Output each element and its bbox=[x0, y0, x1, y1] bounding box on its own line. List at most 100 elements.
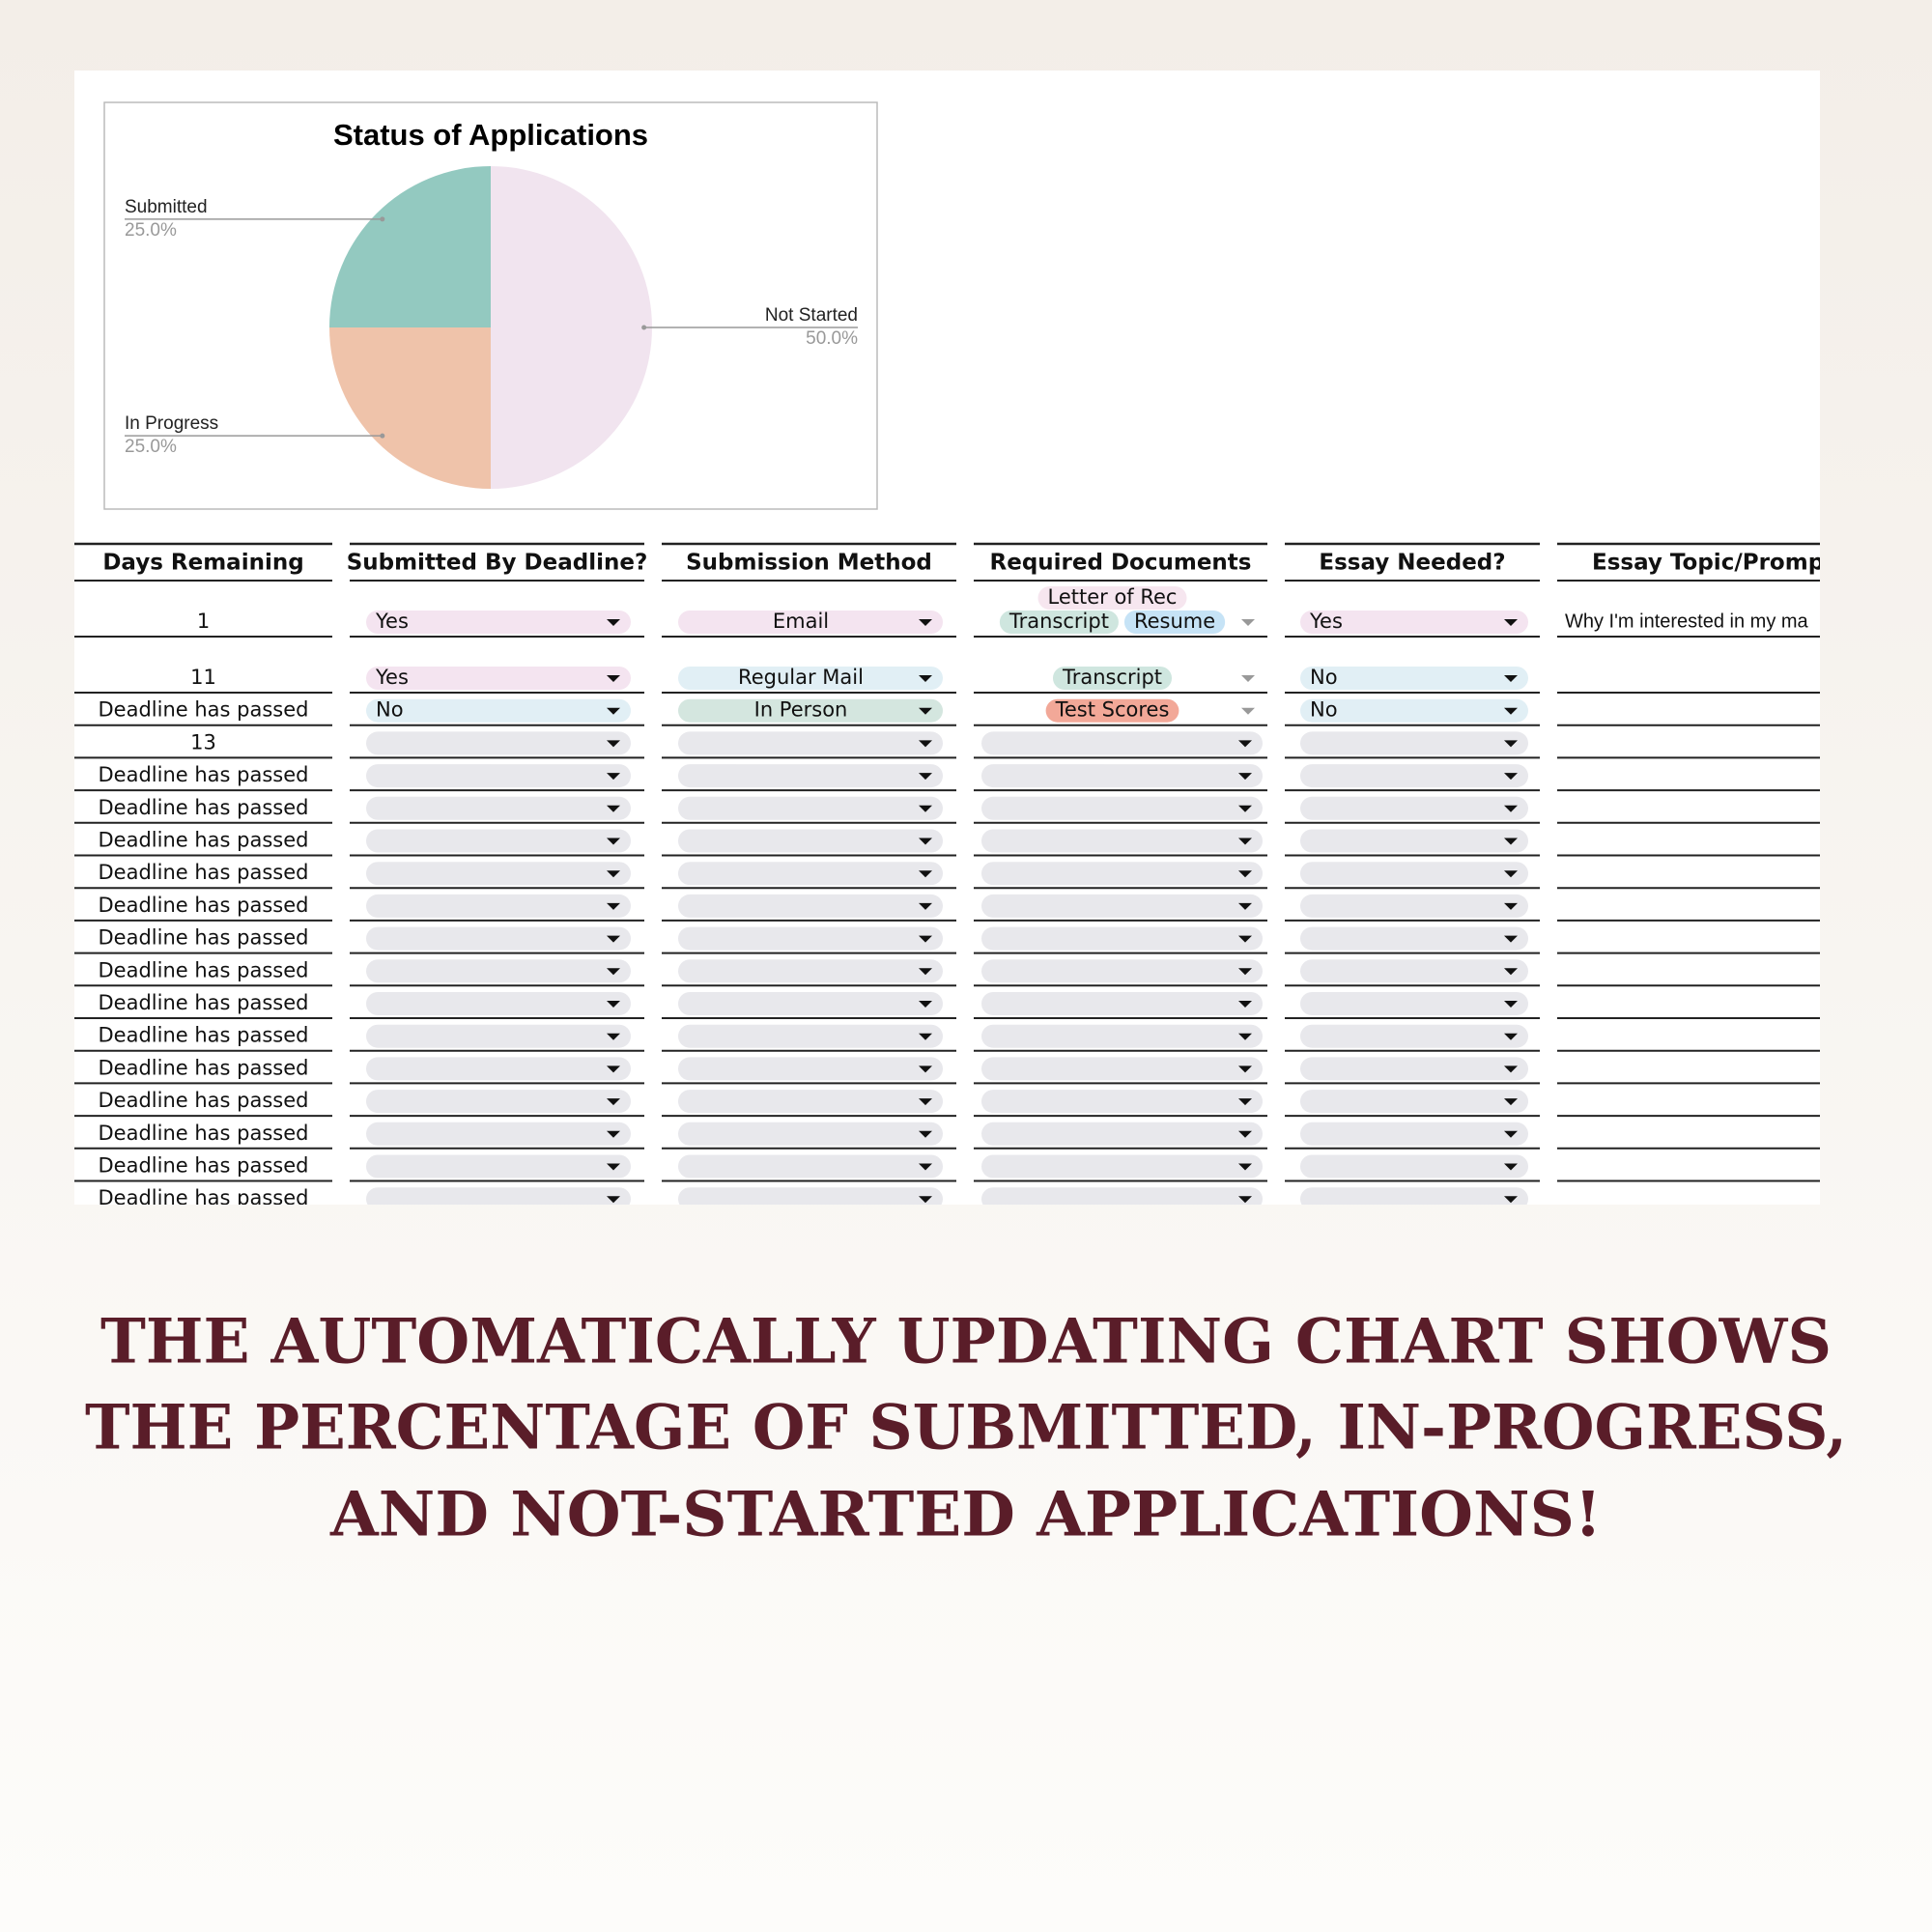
dropdown[interactable] bbox=[1300, 764, 1528, 788]
dropdown-arrow bbox=[1238, 838, 1252, 845]
dropdown[interactable] bbox=[981, 1057, 1263, 1081]
column-header: Submission Method bbox=[686, 551, 932, 576]
dropdown[interactable] bbox=[678, 992, 943, 1015]
days-remaining: 11 bbox=[190, 666, 216, 689]
document-chip[interactable] bbox=[1045, 698, 1179, 723]
dropdown-arrow bbox=[919, 1196, 932, 1204]
dropdown[interactable] bbox=[678, 1154, 943, 1179]
dropdown[interactable] bbox=[1300, 698, 1528, 723]
dropdown-arrow bbox=[1504, 1130, 1518, 1138]
dropdown[interactable] bbox=[981, 796, 1263, 820]
dropdown-arrow bbox=[607, 773, 620, 781]
dropdown[interactable] bbox=[981, 894, 1263, 918]
dropdown-arrow bbox=[1504, 1163, 1518, 1171]
dropdown[interactable] bbox=[366, 926, 631, 951]
dropdown[interactable] bbox=[366, 764, 631, 788]
dropdown[interactable] bbox=[981, 1154, 1263, 1179]
dropdown[interactable] bbox=[1300, 992, 1528, 1015]
dropdown-arrow bbox=[607, 1098, 620, 1106]
dropdown[interactable] bbox=[981, 731, 1263, 755]
dropdown-arrow bbox=[919, 838, 932, 845]
dropdown[interactable] bbox=[678, 1090, 943, 1114]
dropdown[interactable] bbox=[678, 764, 943, 788]
dropdown[interactable] bbox=[366, 1154, 631, 1179]
dropdown[interactable] bbox=[678, 829, 943, 853]
dropdown[interactable] bbox=[366, 894, 631, 918]
dropdown[interactable] bbox=[366, 992, 631, 1015]
dropdown[interactable] bbox=[1300, 611, 1528, 634]
dropdown[interactable] bbox=[1300, 1090, 1528, 1114]
dropdown[interactable] bbox=[678, 1122, 943, 1146]
document-chip[interactable] bbox=[1123, 611, 1226, 634]
dropdown[interactable] bbox=[366, 829, 631, 853]
dropdown[interactable] bbox=[1300, 862, 1528, 886]
dropdown[interactable] bbox=[366, 796, 631, 820]
pie-slice bbox=[329, 327, 491, 489]
dropdown[interactable] bbox=[981, 959, 1263, 983]
column-header: Days Remaining bbox=[102, 551, 303, 576]
dropdown[interactable] bbox=[678, 894, 943, 918]
dropdown[interactable] bbox=[1300, 894, 1528, 918]
slice-label: In Progress bbox=[125, 413, 218, 434]
dropdown[interactable] bbox=[678, 959, 943, 983]
dropdown[interactable] bbox=[366, 731, 631, 755]
dropdown[interactable] bbox=[1300, 829, 1528, 853]
dropdown[interactable] bbox=[366, 1122, 631, 1146]
dropdown[interactable] bbox=[1300, 1187, 1528, 1210]
dropdown-arrow bbox=[1238, 1130, 1252, 1138]
dropdown[interactable] bbox=[678, 926, 943, 951]
chip-label: Test Scores bbox=[1055, 698, 1170, 722]
dropdown[interactable] bbox=[1300, 1122, 1528, 1146]
dropdown[interactable] bbox=[1300, 1154, 1528, 1179]
dropdown[interactable] bbox=[1300, 926, 1528, 951]
dropdown[interactable] bbox=[366, 862, 631, 886]
dropdown-arrow bbox=[1238, 805, 1252, 812]
dropdown-arrow bbox=[607, 1065, 620, 1073]
dropdown-arrow bbox=[607, 1033, 620, 1040]
dropdown[interactable] bbox=[981, 764, 1263, 788]
dropdown[interactable] bbox=[678, 1024, 943, 1048]
dropdown[interactable] bbox=[1300, 1057, 1528, 1081]
dropdown[interactable] bbox=[981, 1122, 1263, 1146]
dropdown[interactable] bbox=[366, 1090, 631, 1114]
dropdown[interactable] bbox=[678, 1187, 943, 1210]
dropdown[interactable] bbox=[678, 667, 943, 690]
dropdown[interactable] bbox=[1300, 1024, 1528, 1048]
dropdown[interactable] bbox=[366, 1057, 631, 1081]
dropdown[interactable] bbox=[1300, 796, 1528, 820]
slice-value-label: 25.0% bbox=[125, 437, 177, 457]
dropdown[interactable] bbox=[981, 1024, 1263, 1048]
dropdown-arrow bbox=[607, 740, 620, 748]
dropdown[interactable] bbox=[678, 1057, 943, 1081]
dropdown[interactable] bbox=[1300, 959, 1528, 983]
dropdown[interactable] bbox=[981, 862, 1263, 886]
document-chip[interactable] bbox=[1052, 667, 1173, 690]
dropdown[interactable] bbox=[981, 992, 1263, 1015]
dropdown-arrow bbox=[919, 707, 932, 715]
dropdown-arrow bbox=[1504, 1065, 1518, 1073]
dropdown[interactable] bbox=[366, 959, 631, 983]
dropdown-arrow bbox=[1504, 902, 1518, 910]
dropdown[interactable] bbox=[678, 698, 943, 723]
dropdown[interactable] bbox=[366, 1024, 631, 1048]
days-remaining: Deadline has passed bbox=[99, 958, 309, 981]
dropdown[interactable] bbox=[678, 862, 943, 886]
dropdown[interactable] bbox=[366, 1187, 631, 1210]
dropdown[interactable] bbox=[366, 611, 631, 634]
dropdown-arrow bbox=[1238, 740, 1252, 748]
dropdown[interactable] bbox=[981, 829, 1263, 853]
document-chip[interactable] bbox=[999, 611, 1119, 634]
days-remaining: Deadline has passed bbox=[99, 796, 309, 819]
days-remaining: Deadline has passed bbox=[99, 861, 309, 884]
dropdown[interactable] bbox=[1300, 731, 1528, 755]
dropdown[interactable] bbox=[1300, 667, 1528, 690]
dropdown[interactable] bbox=[678, 796, 943, 820]
dropdown[interactable] bbox=[981, 1090, 1263, 1114]
dropdown[interactable] bbox=[981, 1187, 1263, 1210]
dropdown[interactable] bbox=[366, 667, 631, 690]
dropdown[interactable] bbox=[678, 611, 943, 634]
dropdown[interactable] bbox=[366, 698, 631, 723]
dropdown[interactable] bbox=[678, 731, 943, 755]
dropdown[interactable] bbox=[981, 926, 1263, 951]
document-chip[interactable] bbox=[1037, 586, 1187, 610]
